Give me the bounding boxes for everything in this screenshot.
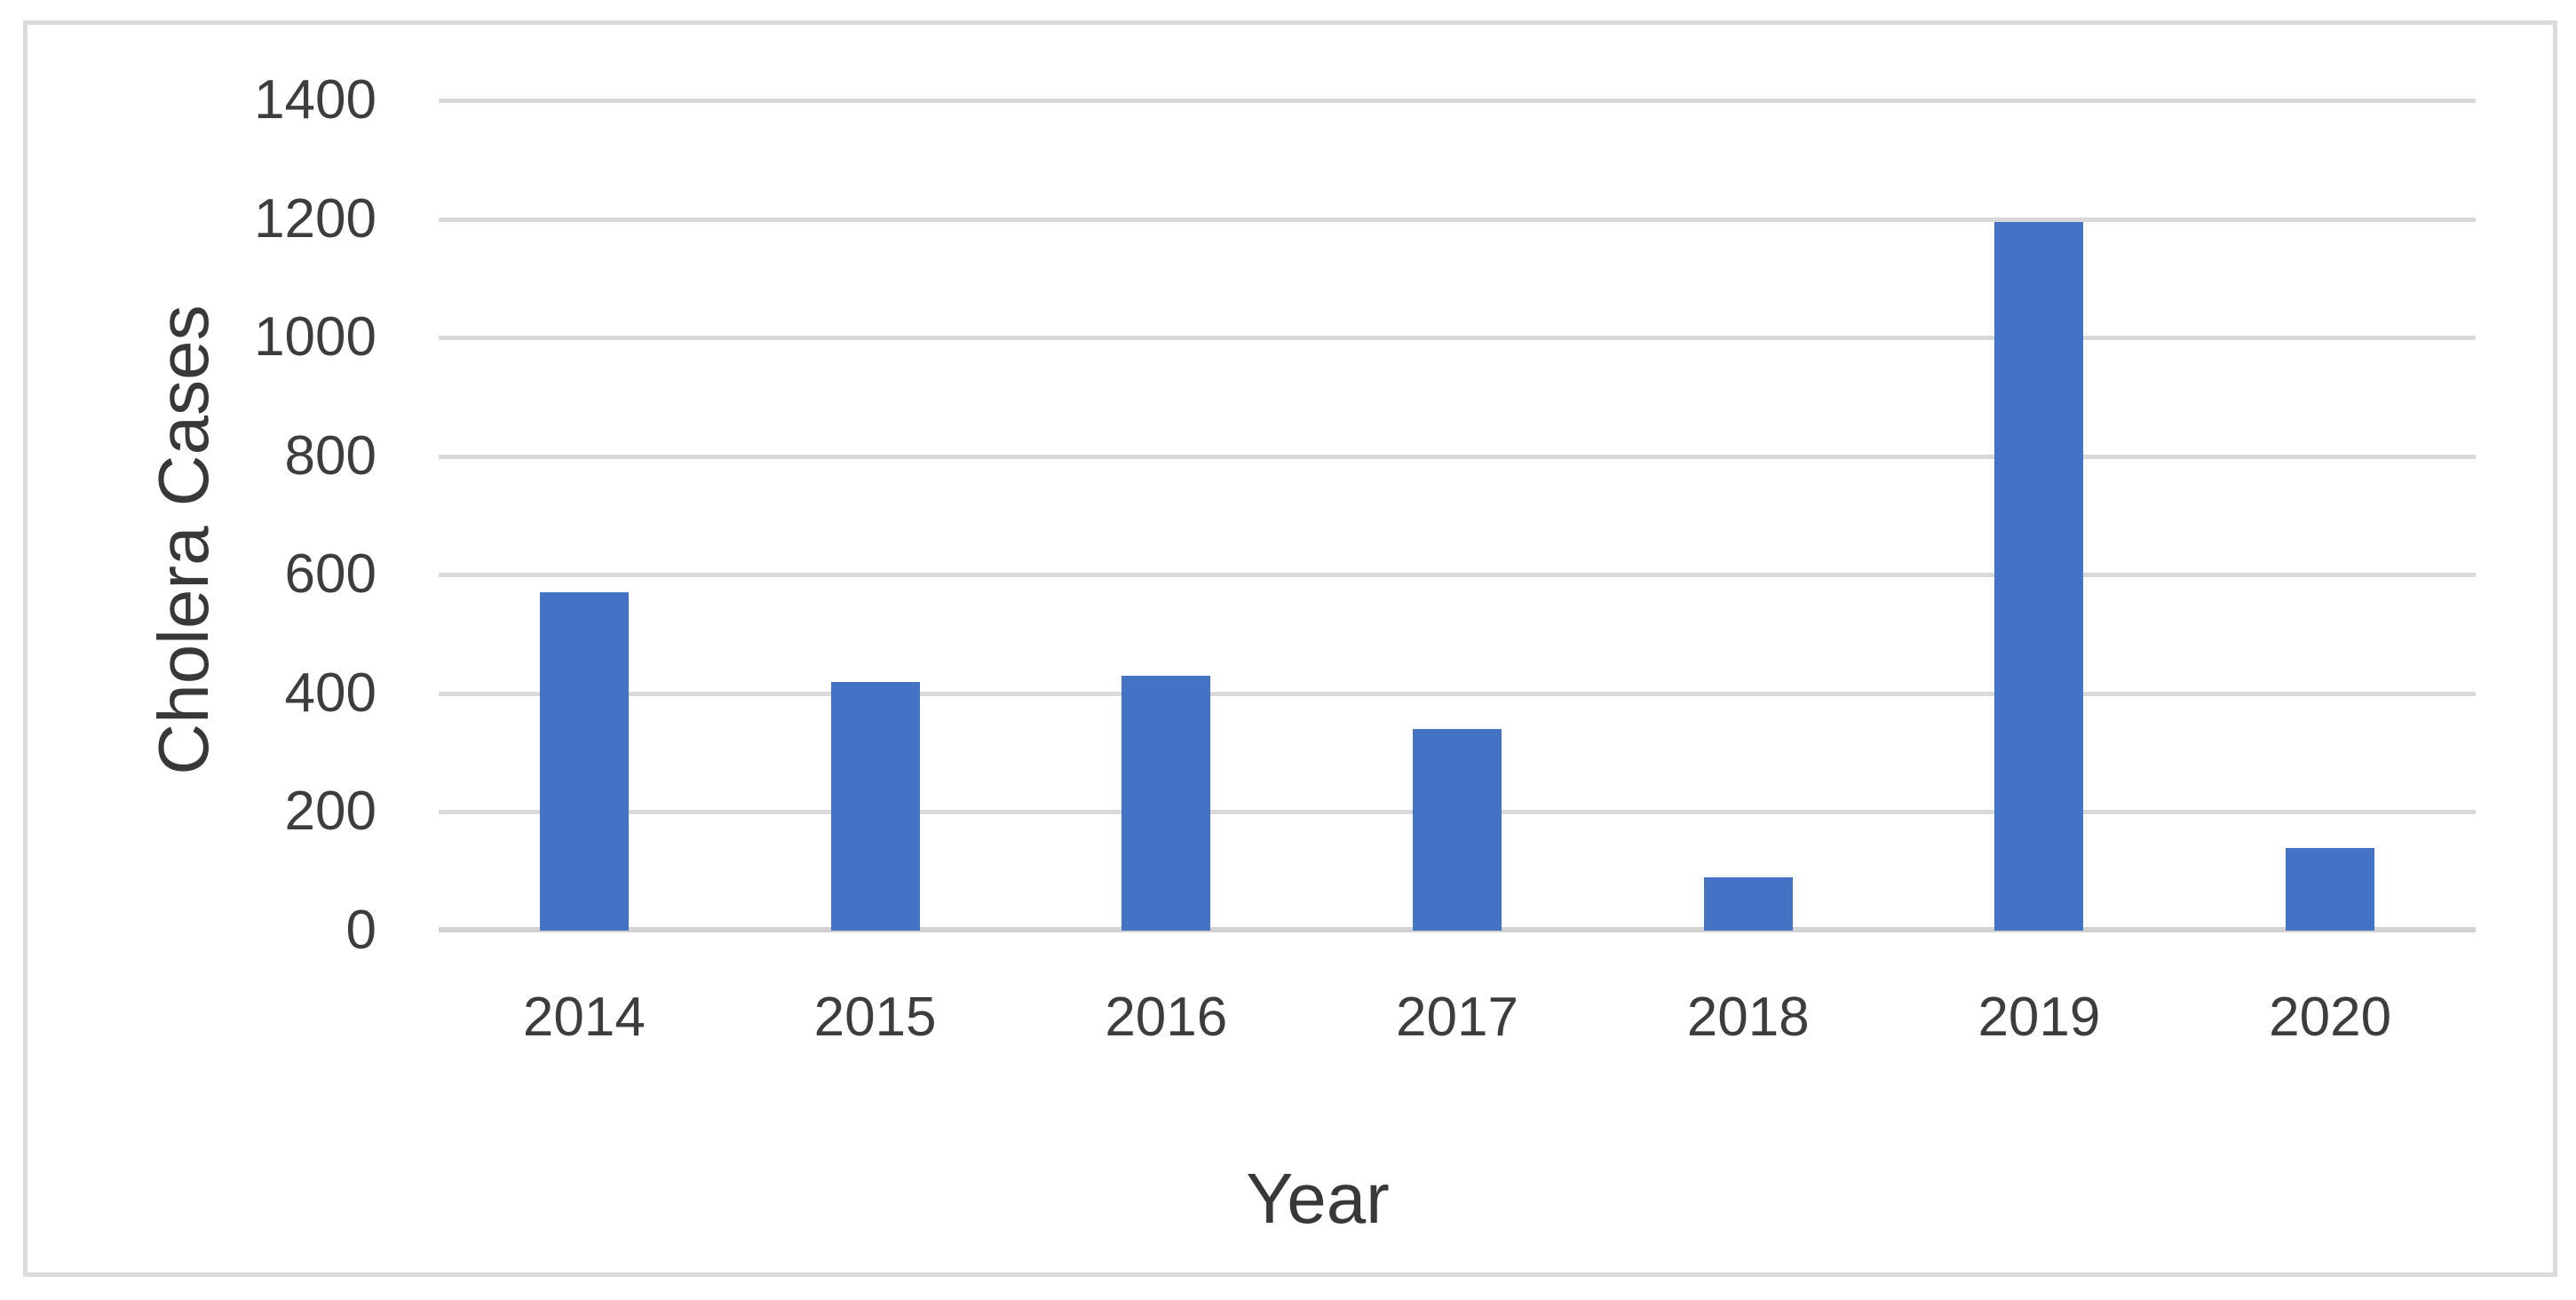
plot-area[interactable] — [439, 99, 2476, 932]
bar-2020[interactable] — [2286, 847, 2375, 931]
x-tick-label-2019: 2019 — [1978, 987, 2101, 1048]
chart-frame: Cholera Cases Year — [23, 20, 2557, 1277]
bar-2015[interactable] — [830, 681, 920, 931]
gridline-1200 — [439, 217, 2476, 222]
gridline-1400 — [439, 99, 2476, 104]
x-tick-label-2015: 2015 — [813, 987, 937, 1048]
bar-2017[interactable] — [1413, 728, 1502, 931]
gridline-800 — [439, 454, 2476, 459]
y-tick-label-1200: 1200 — [254, 187, 376, 250]
y-tick-label-1000: 1000 — [254, 306, 376, 369]
y-tick-label-200: 200 — [284, 781, 376, 843]
x-tick-label-2014: 2014 — [522, 987, 646, 1048]
bar-2014[interactable] — [539, 592, 629, 931]
x-tick-label-2017: 2017 — [1396, 987, 1518, 1048]
gridline-600 — [439, 573, 2476, 578]
y-tick-label-600: 600 — [284, 543, 376, 606]
y-tick-label-400: 400 — [284, 662, 376, 724]
x-tick-label-2020: 2020 — [2269, 987, 2392, 1048]
bar-2016[interactable] — [1122, 675, 1211, 931]
x-tick-label-2018: 2018 — [1686, 987, 1810, 1048]
gridline-1000 — [439, 336, 2476, 341]
x-axis-title: Year — [1246, 1159, 1390, 1238]
bar-2019[interactable] — [1994, 221, 2084, 931]
y-tick-label-1400: 1400 — [254, 69, 376, 131]
bar-2018[interactable] — [1703, 876, 1793, 931]
gridline-400 — [439, 691, 2476, 696]
y-tick-label-800: 800 — [284, 424, 376, 487]
x-tick-label-2016: 2016 — [1105, 987, 1228, 1048]
y-tick-label-0: 0 — [345, 900, 376, 961]
